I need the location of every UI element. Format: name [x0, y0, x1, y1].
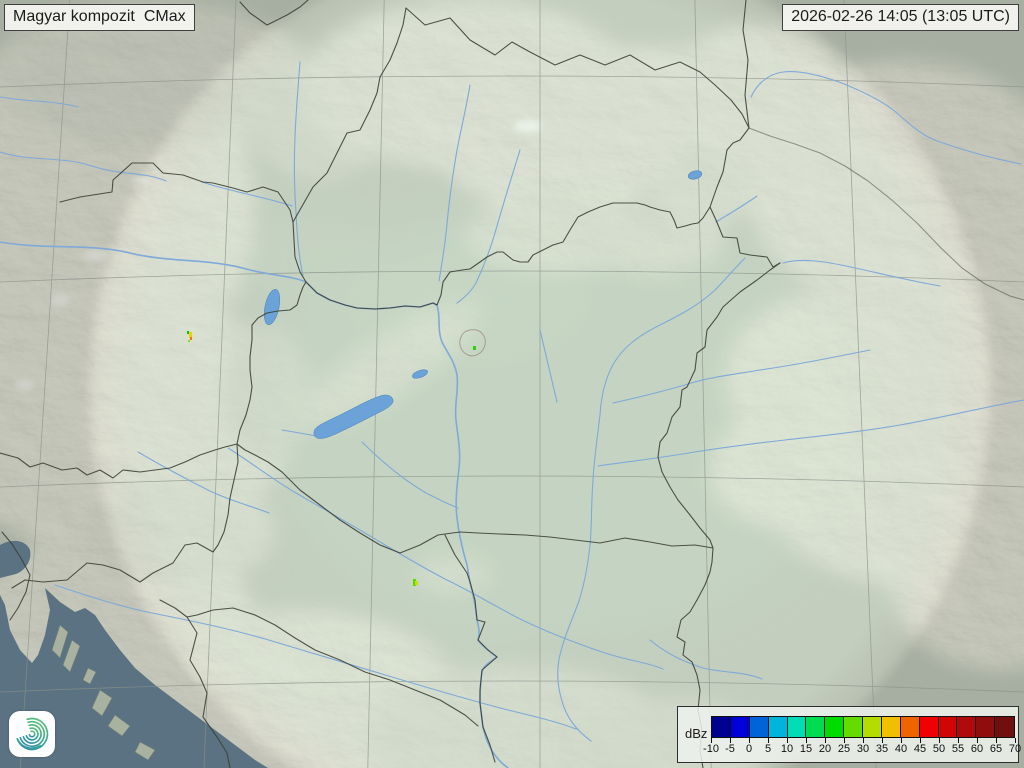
- legend-color-cell: [995, 717, 1014, 737]
- legend-color-cell: [938, 717, 958, 737]
- legend-tick-label: 0: [745, 743, 753, 755]
- product-title: Magyar kompozit: [13, 8, 135, 25]
- legend-color-cell: [712, 717, 731, 737]
- legend-tick-label: 10: [780, 743, 794, 755]
- river-drava: [227, 447, 664, 670]
- legend-color-cell: [881, 717, 901, 737]
- legend-color-cell: [806, 717, 826, 737]
- adriatic-sea: [0, 540, 268, 768]
- legend-tick: [844, 738, 845, 743]
- rivers: [0, 61, 1024, 768]
- legend-unit-label: dBz: [685, 726, 708, 741]
- spiral-logo-icon: [16, 717, 49, 751]
- legend-tick: [863, 738, 864, 743]
- legend-color-cell: [900, 717, 920, 737]
- legend-tick-label: 35: [875, 743, 889, 755]
- legend-tick-label: 30: [856, 743, 870, 755]
- lake-velence: [412, 369, 428, 379]
- hungaromet-logo: [9, 711, 55, 757]
- budapest-city-ring: [459, 329, 486, 357]
- river-sava: [54, 584, 577, 730]
- legend-colorbar: [711, 716, 1015, 738]
- river-tisza: [557, 257, 746, 742]
- timestamp: 2026-02-26 14:05 (13:05 UTC): [791, 8, 1010, 25]
- legend-tick: [958, 738, 959, 743]
- legend-color-cell: [749, 717, 769, 737]
- legend-color-cell: [730, 717, 750, 737]
- legend-tick-label: -5: [725, 743, 735, 755]
- legend-tick: [977, 738, 978, 743]
- legend-bar-wrap: -10 -5 0 5 10 15 20 25 30 35 40 45 50 55 60 65 70: [703, 716, 1021, 760]
- legend-color-cell: [957, 717, 977, 737]
- legend-color-cell: [844, 717, 863, 737]
- legend-color-cell: [825, 717, 845, 737]
- legend-tick: [996, 738, 997, 743]
- legend-tick-label: 25: [837, 743, 851, 755]
- legend-tick-label: 5: [764, 743, 772, 755]
- lake-balaton: [313, 394, 394, 439]
- legend-tick-label: 55: [951, 743, 965, 755]
- legend-tick-label: -10: [703, 743, 719, 755]
- legend-tick: [825, 738, 826, 743]
- legend-tick: [882, 738, 883, 743]
- legend-tick: [730, 738, 731, 743]
- legend-tick: [920, 738, 921, 743]
- legend-color-cell: [787, 717, 807, 737]
- product-title-box: Magyar kompozit CMax: [4, 4, 195, 31]
- legend-tick-label: 15: [799, 743, 813, 755]
- legend-tick: [787, 738, 788, 743]
- legend-tick-label: 45: [913, 743, 927, 755]
- legend-tick-label: 20: [818, 743, 832, 755]
- product-code: CMax: [143, 8, 186, 25]
- legend-tick: [749, 738, 750, 743]
- lakes: [263, 170, 703, 439]
- timestamp-box: 2026-02-26 14:05 (13:05 UTC): [782, 4, 1019, 31]
- legend-color-cell: [863, 717, 882, 737]
- lake-neusiedl: [263, 289, 281, 325]
- legend-color-cell: [919, 717, 939, 737]
- dbz-legend: dBz -10 -5 0 5 10 15 20 25 30 35 40 45 50 55 60 65 70: [677, 706, 1021, 763]
- legend-color-cell: [976, 717, 996, 737]
- legend-color-cell: [768, 717, 788, 737]
- legend-tick: [806, 738, 807, 743]
- legend-ticks: -10 -5 0 5 10 15 20 25 30 35 40 45 50 55 60 65 70: [703, 738, 1021, 760]
- legend-tick: [768, 738, 769, 743]
- legend-tick-label: 60: [970, 743, 984, 755]
- legend-tick: [901, 738, 902, 743]
- legend-tick-label: 40: [894, 743, 908, 755]
- legend-tick-label: 50: [932, 743, 946, 755]
- legend-tick: [939, 738, 940, 743]
- legend-tick-label: 70: [1008, 743, 1022, 755]
- legend-tick-label: 65: [989, 743, 1003, 755]
- islands: [51, 624, 156, 761]
- legend-tick: [1015, 738, 1016, 743]
- legend-tick: [711, 738, 712, 743]
